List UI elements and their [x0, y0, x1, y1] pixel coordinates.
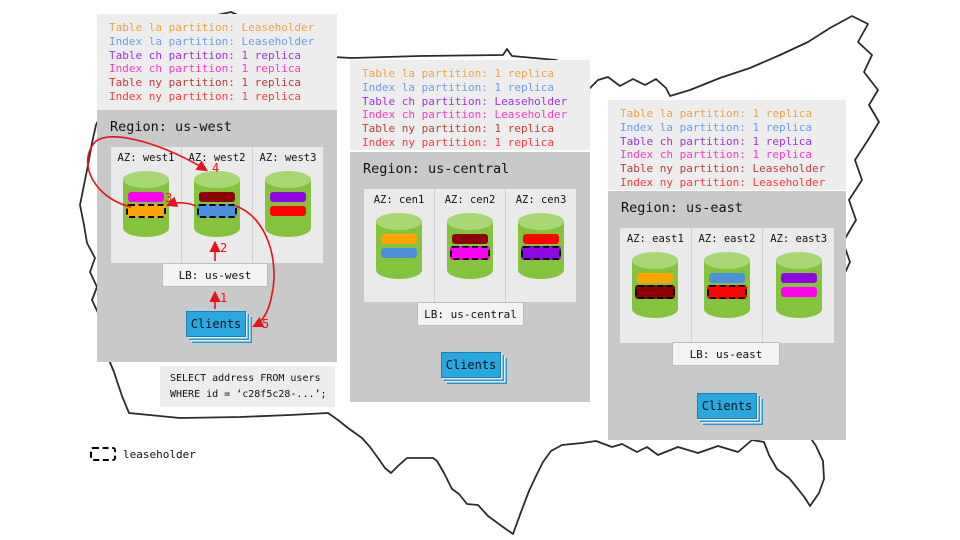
az-label: AZ: cen2: [444, 194, 496, 206]
az-label: AZ: cen1: [373, 194, 425, 206]
region-box-us-central: Region: us-central AZ: cen1 AZ: cen2 AZ: c…: [350, 152, 590, 402]
az-panel: AZ: cen1: [364, 189, 435, 302]
database-cylinder: [194, 171, 240, 237]
az-label: AZ: cen3: [515, 194, 567, 206]
database-cylinder: [632, 252, 679, 318]
leaseholder-legend: leaseholder: [90, 447, 196, 461]
cylinder-top: [123, 171, 169, 188]
database-cylinder: [775, 252, 822, 318]
leaseholder-swatch-icon: [90, 447, 116, 461]
az-panel: AZ: west3: [253, 147, 323, 263]
partition-legend-us-east: Table la partition: 1 replica Index la pa…: [608, 100, 846, 190]
az-panel: AZ: west1: [111, 147, 182, 263]
region-box-us-west: Region: us-west AZ: west1 AZ: west2 AZ: we…: [97, 110, 337, 362]
az-panel: AZ: east1: [620, 228, 692, 343]
flow-step-number: 2: [220, 241, 228, 255]
sql-query-box: SELECT address FROM users WHERE id = ‘c2…: [160, 366, 335, 407]
partition-legend-line: Table la partition: Leaseholder: [109, 21, 315, 34]
partition-legend-line: Table la partition: 1 replica: [620, 107, 813, 120]
az-panel: AZ: cen2: [435, 189, 506, 302]
region-title: Region: us-central: [363, 161, 510, 177]
partition-bar-table-ch: [270, 192, 306, 202]
az-panel: AZ: east3: [763, 228, 834, 343]
partition-bar-table-la: [637, 273, 674, 283]
az-label: AZ: east2: [698, 233, 756, 245]
partition-bar-index-ny: [270, 206, 306, 216]
cylinder-top: [518, 213, 564, 230]
partition-legend-line: Index la partition: 1 replica: [620, 120, 813, 134]
cylinder-top: [704, 252, 750, 269]
partition-legend-line: Index la partition: Leaseholder: [109, 34, 315, 48]
region-box-us-east: Region: us-east AZ: east1 AZ: east2 AZ: ea…: [608, 191, 846, 440]
load-balancer-us-central: LB: us-central: [417, 302, 524, 326]
partition-bar-index-la: [381, 248, 417, 258]
leaseholder-partition-bar-index-ch: [450, 246, 490, 260]
partition-legend-line: Table la partition: 1 replica: [362, 67, 555, 80]
leaseholder-partition-bar-table-ny: [635, 285, 676, 299]
partition-legend-line: Index ny partition: Leaseholder: [620, 175, 826, 189]
cylinder-top: [376, 213, 422, 230]
cylinder-top: [632, 252, 679, 269]
az-label: AZ: east3: [770, 233, 828, 245]
clients-box-us-central: Clients: [441, 352, 501, 378]
partition-legend-line: Table ny partition: Leaseholder: [620, 162, 826, 176]
partition-legend-line: Table ny partition: 1 replica: [362, 122, 555, 136]
partition-legend-us-central: Table la partition: 1 replica Index la pa…: [350, 60, 590, 150]
cylinder-top: [447, 213, 493, 230]
flow-step-number: 4: [212, 161, 220, 175]
partition-legend-us-west: Table la partition: Leaseholder Index la …: [97, 14, 337, 110]
az-label: AZ: east1: [626, 233, 684, 245]
leaseholder-partition-bar-index-la: [197, 204, 237, 218]
sql-query-line1: SELECT address FROM users: [170, 373, 321, 384]
partition-legend-line: Index la partition: 1 replica: [362, 80, 555, 94]
az-panel: AZ: cen3: [506, 189, 576, 302]
partition-bar-index-la: [709, 273, 745, 283]
cylinder-top: [775, 252, 822, 269]
database-cylinder: [518, 213, 564, 279]
sql-query-line2: WHERE id = ‘c28f5c28-...’;: [170, 388, 327, 400]
az-label: AZ: west3: [259, 152, 317, 164]
partition-legend-line: Table ch partition: Leaseholder: [362, 94, 568, 108]
partition-bar-index-ch: [780, 287, 817, 297]
az-row-us-central: AZ: cen1 AZ: cen2 AZ: cen3: [364, 189, 576, 302]
flow-step-number: 1: [220, 291, 228, 305]
cylinder-top: [265, 171, 311, 188]
partition-bar-index-ch: [128, 192, 164, 202]
partition-bar-table-la: [381, 234, 417, 244]
leaseholder-legend-label: leaseholder: [123, 447, 196, 461]
load-balancer-us-west: LB: us-west: [162, 263, 268, 287]
partition-bar-table-ny: [452, 234, 488, 244]
clients-box-us-east: Clients: [697, 393, 757, 419]
database-cylinder: [376, 213, 422, 279]
partition-bar-table-ch: [780, 273, 817, 283]
partition-legend-line: Table ny partition: 1 replica: [109, 76, 302, 90]
clients-box-us-west: Clients: [186, 311, 246, 337]
database-cylinder: [123, 171, 169, 237]
partition-bar-table-ny: [199, 192, 235, 202]
partition-legend-line: Index ch partition: 1 replica: [620, 148, 813, 162]
load-balancer-us-east: LB: us-east: [672, 342, 780, 366]
az-label: AZ: west1: [117, 152, 175, 164]
leaseholder-partition-bar-index-ny: [707, 285, 747, 299]
region-title: Region: us-east: [621, 200, 743, 216]
database-cylinder: [704, 252, 750, 318]
partition-legend-line: Index ny partition: 1 replica: [362, 135, 555, 149]
flow-step-number: 5: [262, 317, 270, 331]
az-row-us-east: AZ: east1 AZ: east2 AZ: east3: [620, 228, 834, 343]
database-cylinder: [447, 213, 493, 279]
partition-bar-index-ny: [523, 234, 559, 244]
leaseholder-partition-bar-table-la: [126, 204, 166, 218]
partition-legend-line: Index ch partition: Leaseholder: [362, 108, 568, 122]
partition-legend-line: Table ch partition: 1 replica: [620, 134, 813, 148]
partition-legend-line: Table ch partition: 1 replica: [109, 48, 302, 62]
partition-legend-line: Index ch partition: 1 replica: [109, 62, 302, 76]
region-title: Region: us-west: [110, 119, 232, 135]
partition-legend-line: Index ny partition: 1 replica: [109, 89, 302, 103]
database-cylinder: [265, 171, 311, 237]
flow-step-number: 3: [165, 191, 173, 205]
leaseholder-partition-bar-table-ch: [521, 246, 561, 260]
az-panel: AZ: east2: [692, 228, 764, 343]
